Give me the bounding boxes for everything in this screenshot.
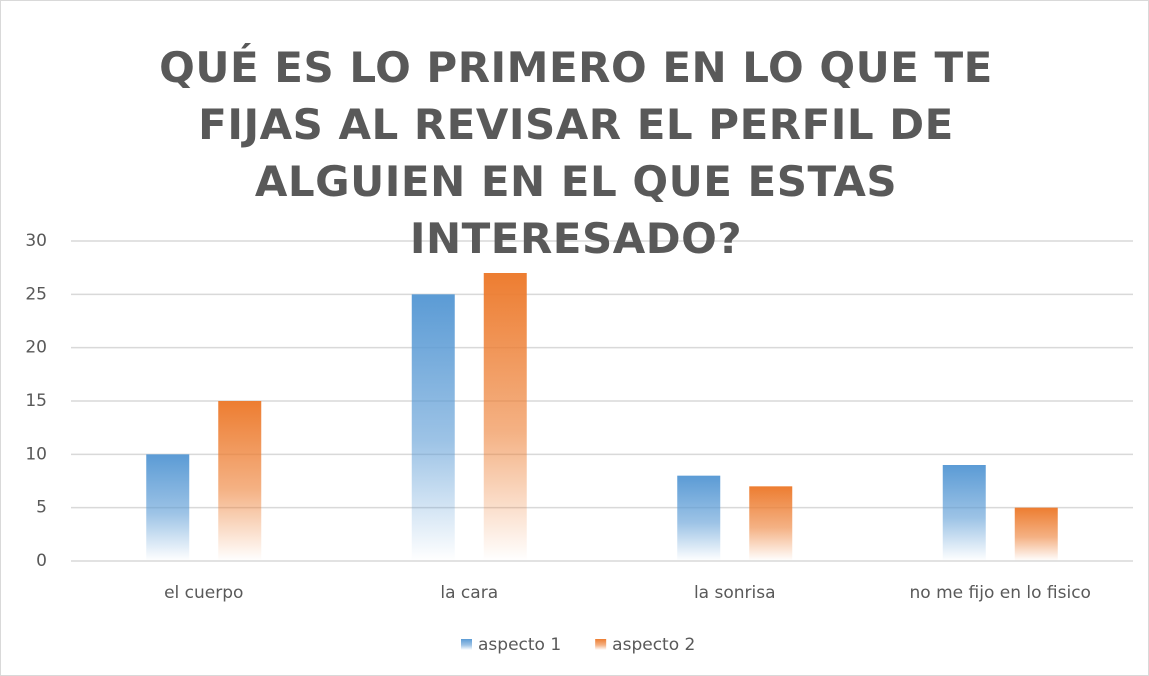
bar xyxy=(1014,507,1058,561)
legend-swatch xyxy=(595,639,607,650)
y-tick-label: 10 xyxy=(25,444,47,464)
x-tick-label: la cara xyxy=(440,583,498,603)
legend-swatch xyxy=(461,639,472,650)
bar xyxy=(218,401,262,561)
bar xyxy=(942,465,986,561)
y-tick-label: 0 xyxy=(36,551,47,571)
bar xyxy=(411,294,455,561)
bar xyxy=(749,486,793,561)
y-tick-label: 15 xyxy=(25,391,47,411)
y-tick-label: 25 xyxy=(25,284,47,304)
bar xyxy=(146,454,190,561)
legend-label: aspecto 2 xyxy=(612,635,695,655)
chart-title: QUÉ ES LO PRIMERO EN LO QUE TE FIJAS AL … xyxy=(159,43,993,263)
y-tick-label: 5 xyxy=(36,498,47,518)
x-tick-label: el cuerpo xyxy=(164,583,243,603)
y-tick-label: 30 xyxy=(25,231,47,251)
legend-label: aspecto 1 xyxy=(478,635,561,655)
x-tick-label: no me fijo en lo fisico xyxy=(910,583,1091,603)
bar xyxy=(483,273,527,561)
bar xyxy=(677,475,721,561)
y-tick-label: 20 xyxy=(25,338,47,358)
x-tick-label: la sonrisa xyxy=(694,583,776,603)
